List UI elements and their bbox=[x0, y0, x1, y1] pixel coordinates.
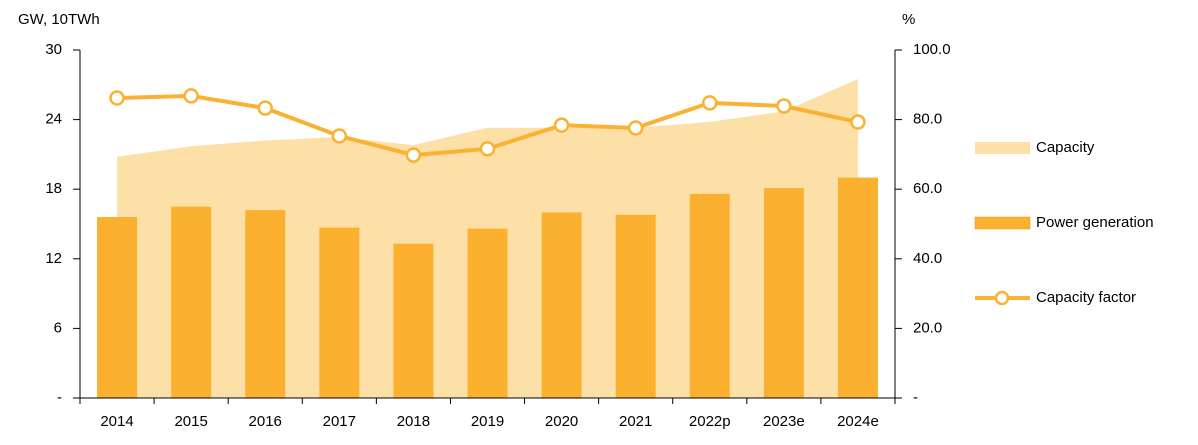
legend-swatch bbox=[994, 290, 1010, 306]
y-tick-label: 24 bbox=[45, 111, 62, 128]
bar bbox=[541, 212, 582, 398]
legend-label: Power generation bbox=[1036, 214, 1154, 231]
legend-label: Capacity bbox=[1036, 139, 1095, 156]
bar bbox=[97, 217, 138, 398]
line-marker bbox=[776, 98, 792, 114]
y-tick-label: 18 bbox=[45, 180, 62, 197]
bar bbox=[393, 243, 434, 398]
bar bbox=[615, 214, 656, 398]
y2-tick-label: - bbox=[913, 389, 918, 406]
line-marker bbox=[627, 120, 644, 136]
y2-tick-label: 100.0 bbox=[913, 41, 951, 58]
bar bbox=[763, 188, 804, 398]
bar bbox=[467, 228, 508, 398]
y-tick-label: 12 bbox=[45, 250, 62, 267]
x-tick-label: 2021 bbox=[619, 413, 652, 430]
line-marker bbox=[850, 114, 866, 130]
line-marker bbox=[479, 141, 496, 157]
line-marker bbox=[109, 90, 125, 106]
bar bbox=[171, 206, 212, 398]
y-tick-label: 6 bbox=[54, 319, 62, 336]
y2-axis-label: % bbox=[902, 11, 915, 28]
line-marker bbox=[405, 147, 422, 163]
line-marker bbox=[183, 88, 199, 104]
x-tick-label: 2018 bbox=[397, 413, 430, 430]
bar bbox=[837, 177, 878, 398]
y2-tick-label: 60.0 bbox=[913, 180, 942, 197]
x-tick-label: 2024e bbox=[837, 413, 879, 430]
bar bbox=[319, 227, 360, 398]
y-tick-label: 30 bbox=[45, 41, 62, 58]
x-tick-label: 2015 bbox=[174, 413, 207, 430]
x-tick-label: 2019 bbox=[471, 413, 504, 430]
legend-swatch bbox=[975, 142, 1030, 154]
legend-label: Capacity factor bbox=[1036, 289, 1136, 306]
bar bbox=[689, 193, 730, 398]
y2-tick-label: 20.0 bbox=[913, 319, 942, 336]
x-tick-label: 2017 bbox=[323, 413, 356, 430]
y2-tick-label: 80.0 bbox=[913, 111, 942, 128]
x-tick-label: 2023e bbox=[763, 413, 805, 430]
y-tick-label: - bbox=[57, 389, 62, 406]
y2-tick-label: 40.0 bbox=[913, 250, 942, 267]
x-tick-label: 2020 bbox=[545, 413, 578, 430]
line-marker bbox=[553, 117, 570, 133]
x-tick-label: 2022p bbox=[689, 413, 731, 430]
x-tick-label: 2016 bbox=[249, 413, 282, 430]
legend-swatch bbox=[974, 216, 1031, 230]
line-marker bbox=[702, 95, 718, 111]
y-axis-label: GW, 10TWh bbox=[18, 11, 100, 28]
bar bbox=[245, 210, 286, 398]
line-marker bbox=[331, 128, 348, 144]
line-marker bbox=[257, 100, 273, 116]
x-tick-label: 2014 bbox=[100, 413, 133, 430]
